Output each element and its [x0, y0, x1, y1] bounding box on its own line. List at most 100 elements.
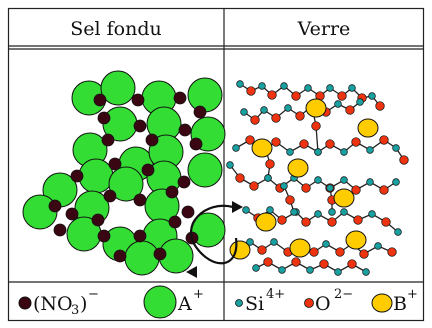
oxygen-ion-13 — [375, 101, 385, 111]
silicon-ion-60 — [314, 210, 322, 218]
nitrate-ion-6 — [178, 123, 192, 137]
green-circle-icon — [143, 285, 177, 319]
oxygen-ion-1 — [246, 86, 256, 96]
legend-nitrate-sub: 3 — [71, 303, 79, 318]
oxygen-ion-80 — [263, 257, 273, 267]
oxygen-ion-76 — [359, 249, 369, 259]
oxygen-ion-74 — [335, 247, 345, 257]
oxygen-ion-63 — [353, 215, 363, 225]
silicon-ion-85 — [334, 268, 342, 276]
silicon-ion-81 — [278, 266, 286, 274]
legend-silicon: Si — [245, 293, 264, 315]
nitrate-ion-16 — [165, 185, 179, 199]
nitrate-ion-11 — [141, 163, 155, 177]
silicon-ion-24 — [356, 98, 364, 106]
nitrate-ion-15 — [133, 193, 147, 207]
nitrate-ion-12 — [70, 169, 84, 183]
silicon-ion-8 — [326, 84, 334, 92]
nitrate-ion-10 — [108, 157, 122, 171]
yellow-ellipse-icon — [371, 293, 393, 313]
boron-ion-6 — [289, 238, 311, 258]
silicon-ion-0 — [236, 80, 244, 88]
silicon-ion-69 — [270, 238, 278, 246]
silicon-ion-6 — [304, 84, 312, 92]
nitrate-ion-3 — [193, 105, 207, 119]
table-frame — [7, 7, 425, 322]
silicon-ion-96 — [264, 174, 272, 182]
nitrate-ion-13 — [177, 175, 191, 189]
header-molten-salt: Sel fondu — [70, 18, 161, 40]
oxygen-ion-98 — [311, 121, 321, 131]
legend-alkali-charge: + — [193, 287, 204, 302]
oxygen-ion-19 — [295, 111, 305, 121]
nitrate-ion-8 — [145, 133, 159, 147]
silicon-ion-25 — [232, 144, 240, 152]
oxygen-ion-30 — [299, 139, 309, 149]
legend-nitrate-close: ) — [80, 293, 87, 315]
oxygen-ion-32 — [325, 139, 335, 149]
silicon-ion-77 — [374, 242, 382, 250]
legend-boron: B — [393, 293, 407, 315]
oxygen-ion-61 — [327, 217, 337, 227]
glass-network-atoms — [226, 80, 409, 276]
oxygen-ion-84 — [319, 259, 329, 269]
oxygen-ion-72 — [309, 247, 319, 257]
silicon-ion-88 — [280, 182, 288, 190]
oxygen-ion-48 — [351, 185, 361, 195]
red-dot-icon — [304, 298, 314, 308]
boron-ion-8 — [345, 230, 367, 250]
silicon-ion-37 — [392, 144, 400, 152]
arrowhead-bottom — [186, 266, 197, 278]
nitrate-ion-14 — [103, 189, 117, 203]
teal-dot-icon — [235, 299, 243, 307]
header-glass: Verre — [297, 18, 351, 40]
alkali-ion-11 — [108, 166, 144, 202]
silicon-ion-29 — [286, 148, 294, 156]
legend: (NO 3 ) − A + Si 4+ O 2− B + — [18, 285, 418, 319]
alkali-ion-17 — [22, 194, 58, 230]
nitrate-ion-25 — [153, 247, 167, 261]
oxygen-ion-82 — [291, 257, 301, 267]
oxygen-ion-17 — [271, 113, 281, 123]
oxygen-ion-40 — [249, 181, 259, 191]
legend-silicon-charge: 4+ — [266, 287, 285, 302]
silicon-ion-87 — [362, 268, 370, 276]
oxygen-ion-28 — [271, 137, 281, 147]
silicon-ion-49 — [366, 178, 374, 186]
oxygen-ion-59 — [301, 217, 311, 227]
legend-oxygen: O — [315, 293, 331, 315]
silicon-ion-16 — [260, 106, 268, 114]
alkali-ion-22 — [124, 240, 160, 276]
oxygen-ion-68 — [257, 245, 267, 255]
silicon-ion-35 — [366, 146, 374, 154]
oxygen-ion-26 — [245, 135, 255, 145]
glass-boron-ions — [229, 98, 379, 260]
legend-nitrate-charge: − — [88, 287, 99, 302]
molten-salt-structure — [22, 70, 226, 276]
legend-oxygen-charge: 2− — [334, 287, 353, 302]
nitrate-ion-2 — [173, 91, 187, 105]
oxygen-ion-53 — [235, 173, 245, 183]
silicon-ion-2 — [258, 82, 266, 90]
silicon-ion-67 — [246, 238, 254, 246]
silicon-ion-47 — [340, 176, 348, 184]
silicon-ion-99 — [314, 148, 322, 156]
silicon-ion-52 — [226, 161, 234, 169]
oxygen-ion-15 — [250, 115, 260, 125]
silicon-ion-79 — [252, 264, 260, 272]
silicon-ion-10 — [348, 84, 356, 92]
double-arrow-icon — [189, 204, 238, 265]
silicon-ion-73 — [322, 240, 330, 248]
nitrate-ion-4 — [97, 111, 111, 125]
oxygen-ion-89 — [285, 195, 295, 205]
boron-ion-1 — [357, 118, 379, 138]
nitrate-ion-21 — [133, 229, 147, 243]
alkali-ion-3 — [187, 77, 223, 113]
silicon-ion-12 — [368, 92, 376, 100]
oxygen-ion-57 — [277, 215, 287, 225]
oxygen-ion-38 — [399, 155, 409, 165]
boron-ion-4 — [287, 158, 309, 178]
oxygen-ion-50 — [379, 185, 389, 195]
silicon-ion-45 — [314, 176, 322, 184]
